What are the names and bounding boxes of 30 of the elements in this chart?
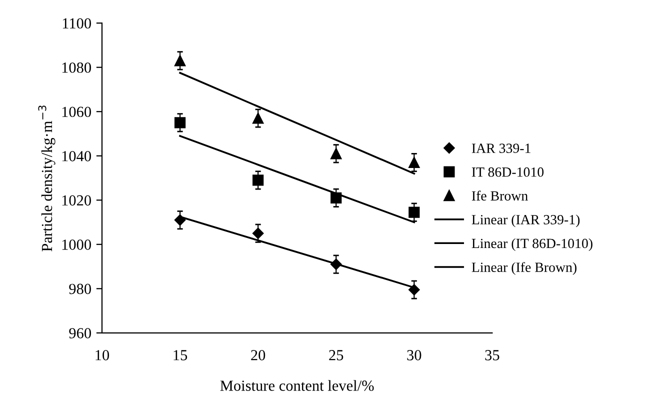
point	[174, 117, 186, 128]
legend-label: Linear (IT 86D-1010)	[472, 238, 592, 251]
x-axis-title: Moisture content level/%	[220, 380, 374, 391]
y-tick-label: 1000	[62, 240, 91, 250]
x-tick-label: 30	[407, 350, 422, 360]
x-tick-label: 20	[251, 350, 266, 360]
y-tick-label: 1040	[62, 151, 91, 162]
x-tick-label: 10	[96, 350, 110, 360]
y-tick-label: 960	[69, 328, 91, 338]
point	[330, 148, 342, 160]
y-tick-label: 1100	[62, 18, 91, 29]
y-tick-label: 1020	[62, 195, 91, 206]
point	[408, 206, 420, 218]
point	[252, 228, 264, 239]
legend-label: Ife Brown	[472, 190, 528, 201]
y-tick-label: 980	[69, 284, 91, 294]
legend-label: Linear (Ife Brown)	[472, 262, 576, 275]
legend-label: IT 86D-1010	[472, 167, 544, 177]
point	[252, 112, 264, 124]
x-tick-label: 35	[485, 350, 500, 360]
point	[408, 156, 420, 168]
legend-label: Linear (IAR 339-1)	[472, 214, 580, 228]
point	[252, 174, 264, 186]
point	[174, 55, 186, 66]
x-tick-label: 15	[174, 350, 188, 360]
y-tick-label: 1080	[62, 62, 91, 73]
y-axis-title: Particle density/kg·m$^{−3}$	[38, 106, 56, 252]
legend-label: IAR 339-1	[472, 144, 530, 153]
y-tick-label: 1060	[62, 106, 91, 118]
x-tick-label: 25	[329, 350, 344, 360]
